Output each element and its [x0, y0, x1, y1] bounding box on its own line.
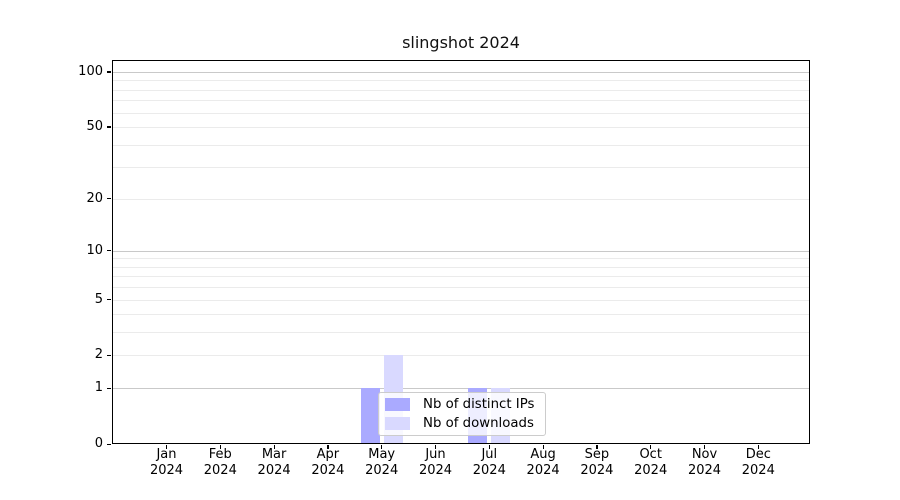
y-tick — [107, 71, 111, 73]
x-tick — [704, 445, 706, 449]
y-tick-label: 2 — [94, 347, 103, 363]
x-tick-label: Dec 2024 — [741, 447, 775, 478]
x-tick — [650, 445, 652, 449]
y-tick-label: 0 — [94, 436, 103, 451]
legend-label-distinct-ips: Nb of distinct IPs — [423, 397, 535, 413]
y-gridline-minor — [113, 126, 809, 128]
y-tick-label: 50 — [86, 118, 103, 134]
legend-swatch-distinct-ips — [385, 398, 410, 412]
legend-swatch-downloads — [385, 416, 410, 430]
y-gridline-minor — [113, 112, 809, 114]
y-tick-label: 20 — [86, 190, 103, 206]
x-tick-label: Sep 2024 — [580, 447, 614, 478]
y-tick-label: 1 — [94, 380, 103, 396]
y-gridline-major — [113, 388, 809, 390]
y-tick-label: 5 — [94, 291, 103, 307]
x-tick — [327, 445, 329, 449]
y-gridline-minor — [113, 332, 809, 334]
legend-item-distinct-ips: Nb of distinct IPs — [385, 396, 539, 413]
y-gridline-minor — [113, 258, 809, 260]
y-gridline-minor — [113, 144, 809, 146]
x-tick — [166, 445, 168, 449]
y-gridline-minor — [113, 80, 809, 82]
legend-item-downloads: Nb of downloads — [385, 415, 539, 432]
y-gridline-minor — [113, 167, 809, 169]
y-tick-label: 10 — [86, 242, 103, 258]
bar-distinct-ips — [360, 388, 380, 443]
y-tick — [107, 250, 111, 252]
plot-area — [112, 60, 810, 444]
y-gridline-minor — [113, 100, 809, 102]
x-tick — [273, 445, 275, 449]
y-tick — [107, 443, 111, 445]
y-gridline-major — [113, 250, 809, 252]
x-tick-label: May 2024 — [365, 447, 399, 478]
x-tick — [542, 445, 544, 449]
x-tick — [435, 445, 437, 449]
y-gridline-minor — [113, 89, 809, 91]
y-tick-label: 100 — [78, 63, 103, 79]
x-tick — [219, 445, 221, 449]
y-gridline-minor — [113, 276, 809, 278]
y-gridline-minor — [113, 299, 809, 301]
y-gridline-major — [113, 71, 809, 73]
x-tick-label: Oct 2024 — [634, 447, 668, 478]
x-tick-label: Jun 2024 — [418, 447, 453, 478]
legend: Nb of distinct IPs Nb of downloads — [378, 392, 546, 436]
x-tick — [757, 445, 759, 449]
x-tick-label: Nov 2024 — [687, 447, 722, 478]
x-tick-label: Mar 2024 — [257, 447, 291, 478]
x-tick-label: Apr 2024 — [311, 447, 345, 478]
y-tick — [107, 126, 111, 128]
y-tick — [107, 299, 111, 301]
y-gridline-minor — [113, 266, 809, 268]
y-tick — [107, 198, 111, 200]
x-tick-label: Jan 2024 — [149, 447, 184, 478]
x-tick — [381, 445, 383, 449]
x-tick-label: Feb 2024 — [203, 447, 237, 478]
x-tick — [488, 445, 490, 449]
y-gridline-minor — [113, 355, 809, 357]
chart-title: slingshot 2024 — [402, 33, 520, 52]
y-tick — [107, 354, 111, 357]
y-gridline-minor — [113, 198, 809, 200]
y-tick — [107, 387, 111, 389]
y-gridline-minor — [113, 314, 809, 316]
y-gridline-minor — [113, 287, 809, 289]
x-tick-label: Jul 2024 — [472, 447, 506, 478]
x-tick — [596, 445, 598, 449]
x-tick-label: Aug 2024 — [526, 447, 560, 478]
legend-label-downloads: Nb of downloads — [423, 415, 534, 431]
